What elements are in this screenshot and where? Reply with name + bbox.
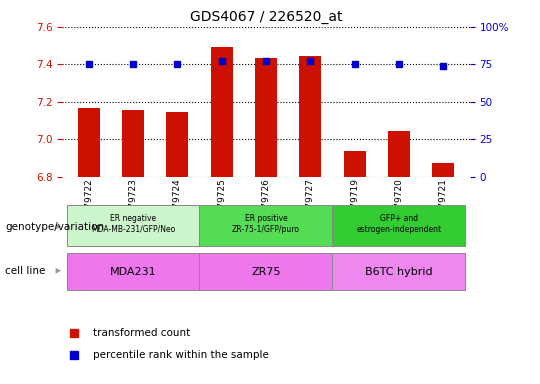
Text: MDA231: MDA231 (110, 266, 156, 277)
Text: percentile rank within the sample: percentile rank within the sample (93, 350, 268, 360)
Bar (333, 253, 465, 290)
Bar (78, 108, 100, 177)
Text: B6TC hybrid: B6TC hybrid (365, 266, 433, 277)
Bar (66, 253, 199, 290)
Text: ER positive
ZR-75-1/GFP/puro: ER positive ZR-75-1/GFP/puro (232, 214, 300, 233)
Polygon shape (56, 268, 61, 274)
Bar (333, 205, 465, 246)
Bar (388, 131, 410, 177)
Bar (122, 110, 144, 177)
Bar (166, 112, 188, 177)
Text: transformed count: transformed count (93, 328, 190, 338)
Title: GDS4067 / 226520_at: GDS4067 / 226520_at (190, 10, 342, 25)
Bar (432, 162, 454, 177)
Text: genotype/variation: genotype/variation (5, 222, 105, 232)
Bar (299, 56, 321, 177)
Polygon shape (56, 223, 61, 230)
Text: ER negative
MDA-MB-231/GFP/Neo: ER negative MDA-MB-231/GFP/Neo (91, 214, 175, 233)
Text: cell line: cell line (5, 266, 46, 276)
Bar (211, 46, 233, 177)
Bar (199, 253, 333, 290)
Bar (343, 151, 366, 177)
Bar (255, 58, 277, 177)
Bar (66, 205, 199, 246)
Text: GFP+ and
estrogen-independent: GFP+ and estrogen-independent (356, 214, 442, 233)
Bar (199, 205, 333, 246)
Text: ZR75: ZR75 (251, 266, 281, 277)
